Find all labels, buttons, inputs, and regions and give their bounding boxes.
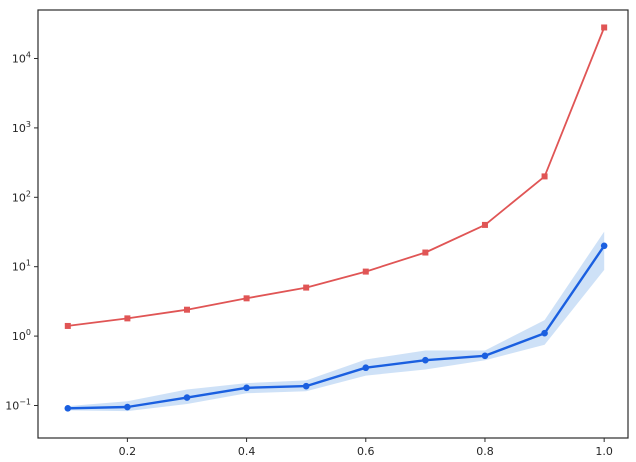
axes-border — [37, 9, 629, 439]
blue-series-marker — [362, 364, 370, 372]
confidence-band — [67, 231, 605, 412]
red-series-marker — [64, 322, 71, 329]
blue-series-marker — [243, 384, 250, 392]
red-series-marker — [362, 268, 369, 275]
y-tick-label: 104 — [12, 51, 31, 66]
red-series-marker — [124, 315, 131, 322]
blue-series-marker — [124, 403, 131, 411]
x-tick-label: 0.6 — [357, 445, 375, 458]
blue-series-marker — [183, 394, 191, 401]
x-tick-label: 0.2 — [119, 445, 137, 458]
y-tick-label: 102 — [12, 189, 31, 204]
blue-series-marker — [481, 352, 489, 360]
blue-series-line — [67, 245, 606, 410]
y-tick-label: 103 — [12, 120, 31, 135]
y-tick-label: 10−1 — [5, 397, 31, 412]
x-tick-label: 0.8 — [476, 445, 494, 458]
x-tick-label: 1.0 — [595, 445, 613, 458]
blue-series-marker — [600, 242, 608, 250]
blue-series-marker — [422, 356, 429, 364]
blue-series-marker — [64, 405, 72, 412]
x-tick-label: 0.4 — [238, 445, 256, 458]
red-series-marker — [541, 173, 548, 180]
blue-series-marker — [302, 382, 310, 390]
red-series-marker — [481, 221, 488, 228]
red-series-line — [67, 27, 606, 327]
red-series-marker — [422, 249, 429, 256]
red-series-marker — [183, 306, 190, 313]
y-tick-label: 101 — [12, 259, 31, 274]
red-series-marker — [243, 295, 250, 302]
red-series-marker — [303, 284, 310, 291]
red-series-marker — [601, 24, 608, 31]
blue-series-marker — [541, 329, 548, 337]
y-tick-label: 100 — [12, 328, 31, 343]
